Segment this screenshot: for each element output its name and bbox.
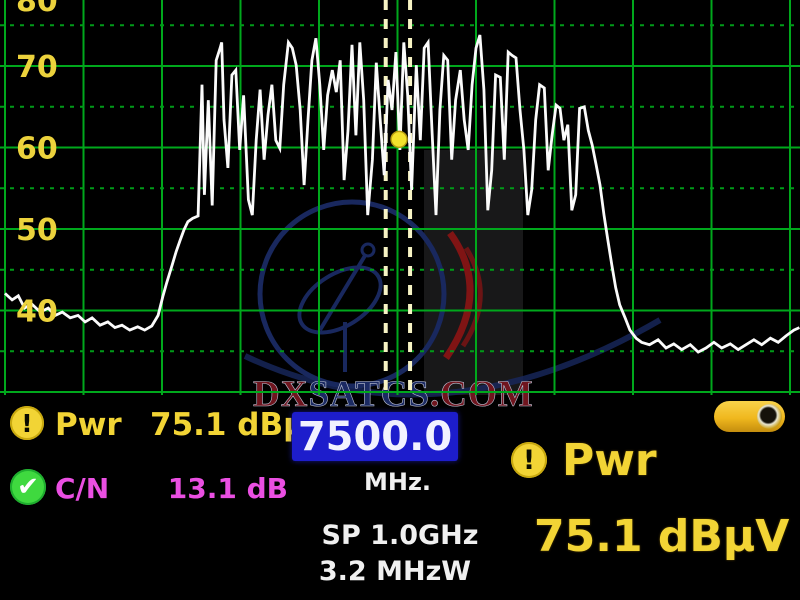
watermark-dish-icon xyxy=(297,265,383,335)
alert-icon: ! xyxy=(10,406,44,440)
marker-dot xyxy=(390,130,408,149)
battery-cap xyxy=(757,404,782,429)
y-axis-label: 70 xyxy=(16,50,58,85)
watermark-feed xyxy=(360,242,376,258)
watermark-feed-arm xyxy=(318,252,368,332)
watermark-red-arc xyxy=(443,230,474,360)
pwr-label: Pwr xyxy=(55,407,122,443)
check-icon: ✔ xyxy=(10,469,46,505)
frequency-unit: MHz. xyxy=(363,468,432,496)
cn-label: C/N xyxy=(55,472,110,505)
spectrum-trace xyxy=(4,34,800,354)
y-axis-label: 60 xyxy=(16,132,58,167)
bandwidth-text: 3.2 MHzW xyxy=(318,556,472,587)
frequency-value: 7500.0 xyxy=(297,413,453,460)
watermark-panel xyxy=(424,150,523,395)
y-axis-label: 40 xyxy=(16,295,58,330)
y-axis-label: 80 xyxy=(16,0,58,19)
big-pwr-label: Pwr xyxy=(562,435,657,486)
watermark-circle xyxy=(257,199,447,389)
span-text: SP 1.0GHz xyxy=(321,520,479,551)
watermark-red-arc-2 xyxy=(460,246,483,348)
battery-icon xyxy=(714,401,785,432)
y-axis-label: 50 xyxy=(16,213,58,248)
frequency-box: 7500.0 xyxy=(292,412,458,461)
cn-value: 13.1 dB xyxy=(167,472,288,505)
alert-icon-large: ! xyxy=(511,442,547,478)
big-pwr-value: 75.1 dBμV xyxy=(534,511,790,562)
